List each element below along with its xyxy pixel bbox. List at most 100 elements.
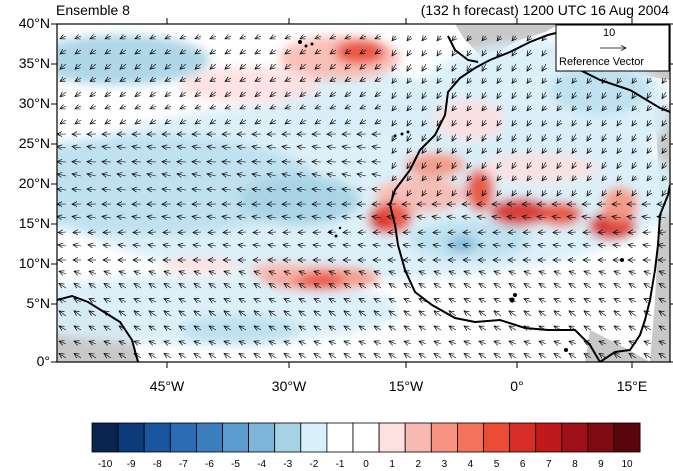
wind-arrow: [254, 326, 262, 330]
anomaly-patch: [57, 35, 210, 85]
wind-arrow: [87, 216, 97, 218]
wind-arrow: [285, 63, 292, 69]
wind-arrow: [358, 232, 367, 233]
wind-arrow: [375, 50, 382, 54]
wind-arrow: [482, 106, 486, 111]
wind-arrow: [357, 216, 367, 218]
wind-arrow: [105, 36, 112, 39]
wind-arrow: [482, 161, 486, 169]
wind-arrow: [162, 189, 172, 190]
wind-arrow: [617, 106, 621, 111]
wind-arrow: [494, 283, 502, 288]
wind-arrow: [134, 326, 142, 330]
wind-arrow: [237, 189, 247, 190]
wind-arrow: [269, 311, 277, 317]
wind-arrow: [240, 50, 247, 54]
wind-arrow: [374, 326, 382, 330]
wind-arrow: [358, 245, 367, 246]
wind-arrow: [407, 36, 411, 41]
wind-arrow: [662, 77, 666, 83]
anomaly-patch: [160, 257, 240, 273]
wind-arrow: [434, 299, 442, 302]
wind-arrow: [135, 36, 142, 39]
wind-arrow: [463, 245, 472, 246]
wind-arrow: [360, 120, 367, 124]
wind-arrow: [360, 63, 367, 69]
wind-arrow: [434, 326, 442, 330]
wind-arrow: [479, 311, 487, 317]
wind-arrow: [599, 271, 607, 274]
wind-arrow: [509, 326, 517, 330]
wind-arrow: [662, 189, 666, 196]
wind-arrow: [117, 216, 127, 218]
wind-arrow: [327, 216, 337, 218]
wind-arrow: [177, 189, 187, 190]
lat-label: 35°N: [18, 55, 50, 71]
wind-arrow: [467, 63, 471, 71]
wind-arrow: [583, 245, 592, 246]
wind-arrow: [330, 106, 337, 109]
wind-arrow: [315, 106, 322, 109]
wind-arrow: [647, 119, 651, 126]
wind-arrow: [407, 147, 411, 153]
wind-arrow: [417, 216, 427, 218]
wind-arrow: [434, 341, 442, 344]
wind-arrow: [194, 299, 202, 302]
wind-arrow: [467, 119, 471, 126]
wind-arrow: [255, 120, 262, 124]
wind-arrow: [75, 50, 82, 54]
colorbar-label: 7: [545, 459, 552, 470]
wind-arrow: [223, 245, 232, 246]
wind-arrow: [617, 77, 621, 83]
lat-label: 25°N: [18, 135, 50, 151]
wind-arrow: [297, 216, 307, 218]
wind-arrow: [568, 245, 577, 246]
wind-arrow: [282, 146, 292, 148]
wind-arrow: [267, 189, 277, 190]
wind-arrow: [449, 326, 457, 330]
wind-arrow: [134, 311, 142, 317]
wind-arrow: [149, 271, 157, 274]
wind-arrow: [59, 326, 67, 330]
wind-arrow: [662, 147, 666, 153]
wind-arrow: [359, 326, 367, 330]
wind-arrow: [117, 146, 127, 148]
wind-arrow: [542, 189, 546, 196]
wind-arrow: [509, 271, 517, 274]
wind-arrow: [344, 341, 352, 344]
wind-arrow: [345, 92, 352, 97]
wind-arrow: [327, 174, 337, 176]
lon-label: 15°E: [616, 378, 648, 394]
wind-arrow: [572, 189, 576, 196]
wind-arrow: [120, 120, 127, 124]
wind-arrow: [284, 271, 292, 274]
wind-arrow: [374, 353, 382, 358]
wind-arrow: [59, 271, 67, 274]
wind-arrow: [208, 245, 217, 246]
wind-arrow: [60, 78, 67, 81]
wind-arrow: [59, 353, 67, 358]
wind-arrow: [313, 232, 322, 233]
wind-arrow: [659, 326, 667, 330]
wind-arrow: [523, 245, 532, 246]
wind-arrow: [224, 299, 232, 302]
colorbar-swatch: [483, 422, 511, 453]
wind-arrow: [103, 232, 112, 233]
wind-arrow: [479, 353, 487, 358]
colorbar-label: 9: [598, 459, 604, 470]
wind-arrow: [312, 216, 322, 218]
wind-arrow: [554, 299, 562, 302]
wind-arrow: [492, 216, 502, 218]
wind-arrow: [240, 63, 247, 69]
wind-arrow: [553, 232, 562, 233]
wind-arrow: [102, 216, 112, 218]
wind-arrow: [222, 146, 232, 148]
wind-arrow: [662, 91, 666, 99]
wind-arrow: [479, 283, 487, 288]
wind-arrow: [647, 77, 651, 83]
wind-arrow: [432, 216, 442, 218]
wind-arrow: [209, 271, 217, 274]
colorbar-swatch: [561, 422, 589, 453]
wind-arrow: [404, 283, 412, 288]
wind-arrow: [659, 283, 667, 288]
